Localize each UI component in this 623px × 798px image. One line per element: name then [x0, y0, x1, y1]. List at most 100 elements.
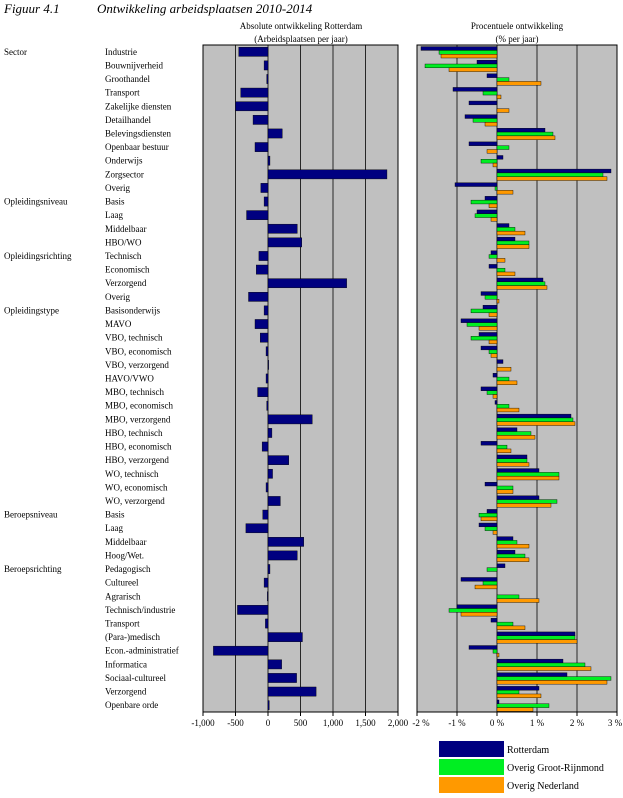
- bar: [238, 47, 269, 57]
- bar: [267, 468, 273, 479]
- group-label: Beroepsrichting: [4, 564, 62, 574]
- bar: [448, 67, 498, 72]
- x-tick-label: -2 %: [412, 718, 430, 728]
- bar: [496, 367, 512, 372]
- category-label: Zorgsector: [105, 169, 144, 179]
- bar: [496, 489, 514, 494]
- bar: [496, 550, 516, 555]
- category-label: HBO/WO: [105, 237, 142, 247]
- bar: [496, 598, 540, 603]
- category-label: WO, economisch: [105, 482, 168, 492]
- category-label: Bouwnijverheid: [105, 60, 163, 70]
- bar: [248, 292, 269, 302]
- category-label: WO, technisch: [105, 469, 159, 479]
- bar: [267, 564, 271, 574]
- bar: [496, 155, 504, 160]
- bar: [213, 645, 269, 656]
- bar: [496, 594, 520, 599]
- bar: [492, 394, 498, 399]
- bar: [484, 196, 498, 201]
- bar: [476, 60, 498, 65]
- bar: [266, 74, 269, 84]
- bar: [263, 305, 269, 316]
- bar: [480, 516, 498, 522]
- x-tick-label: -1,000: [191, 718, 215, 728]
- bar: [480, 386, 498, 391]
- x-tick-label: 0: [266, 718, 271, 728]
- bar: [496, 686, 540, 691]
- group-label: Sector: [4, 47, 27, 57]
- group-label: Opleidingsniveau: [4, 197, 68, 207]
- bar: [488, 254, 498, 259]
- bar: [496, 540, 518, 545]
- x-tick-label: 1,500: [355, 718, 376, 728]
- category-label: MAVO: [105, 319, 132, 329]
- bar: [496, 699, 500, 704]
- bar: [496, 135, 556, 140]
- bar: [468, 100, 498, 106]
- bar: [486, 390, 498, 395]
- bar: [267, 632, 303, 642]
- bar: [496, 81, 542, 86]
- category-label: Transport: [105, 88, 140, 98]
- bar: [265, 373, 269, 384]
- bar: [468, 141, 498, 146]
- bar: [267, 360, 269, 370]
- bar: [496, 707, 534, 712]
- bar: [476, 209, 498, 214]
- bar: [492, 162, 498, 168]
- legend-label: Overig Groot-Rijnmond: [507, 763, 604, 774]
- bar: [496, 404, 510, 409]
- bar: [496, 680, 608, 685]
- bar: [466, 322, 498, 327]
- bar: [488, 312, 498, 317]
- bar: [496, 427, 518, 432]
- bar: [267, 223, 298, 234]
- bar: [265, 482, 269, 493]
- bar: [496, 485, 514, 490]
- bar: [256, 264, 269, 275]
- bar: [488, 349, 498, 354]
- absolute-chart: -1,000 -500 0 500 1,000 1,500 2,000: [191, 44, 409, 728]
- bar: [496, 435, 536, 440]
- bar: [496, 271, 516, 276]
- bar: [252, 115, 269, 125]
- category-label: MBO, technisch: [105, 387, 164, 397]
- bar: [496, 499, 558, 504]
- bar: [263, 196, 269, 207]
- category-label: (Para-)medisch: [105, 632, 160, 642]
- x-tick-label: 1,000: [323, 718, 344, 728]
- x-tick-label: -500: [227, 718, 244, 728]
- figure-label: Figuur 4.1: [3, 1, 60, 16]
- bar: [262, 509, 269, 520]
- category-label: Cultureel: [105, 578, 139, 588]
- category-label: Technisch/industrie: [105, 605, 175, 615]
- category-label: VBO, verzorgend: [105, 360, 169, 370]
- category-label: Verzorgend: [105, 278, 147, 288]
- bar: [496, 621, 514, 627]
- bar: [482, 581, 498, 586]
- bar: [452, 87, 498, 92]
- bar: [258, 251, 269, 261]
- bar: [267, 550, 298, 561]
- bar: [496, 468, 540, 473]
- legend-swatch: [439, 777, 504, 793]
- bar: [496, 131, 554, 137]
- bar: [267, 455, 289, 465]
- bar: [496, 658, 564, 664]
- bar: [266, 400, 269, 411]
- x-tick-label: 2,000: [388, 718, 409, 728]
- bar: [496, 244, 530, 249]
- bar: [496, 672, 568, 677]
- bar: [470, 336, 498, 341]
- pct-chart-title: Procentuele ontwikkeling: [471, 21, 564, 31]
- pct-chart-subtitle: (% per jaar): [496, 34, 539, 44]
- bar: [480, 159, 498, 164]
- bar: [267, 428, 273, 438]
- bar: [472, 118, 498, 123]
- category-label: Basisonderwijs: [105, 305, 160, 315]
- bar: [496, 495, 540, 500]
- x-tick-label: 500: [294, 718, 308, 728]
- bar: [254, 319, 269, 329]
- bar: [246, 210, 269, 220]
